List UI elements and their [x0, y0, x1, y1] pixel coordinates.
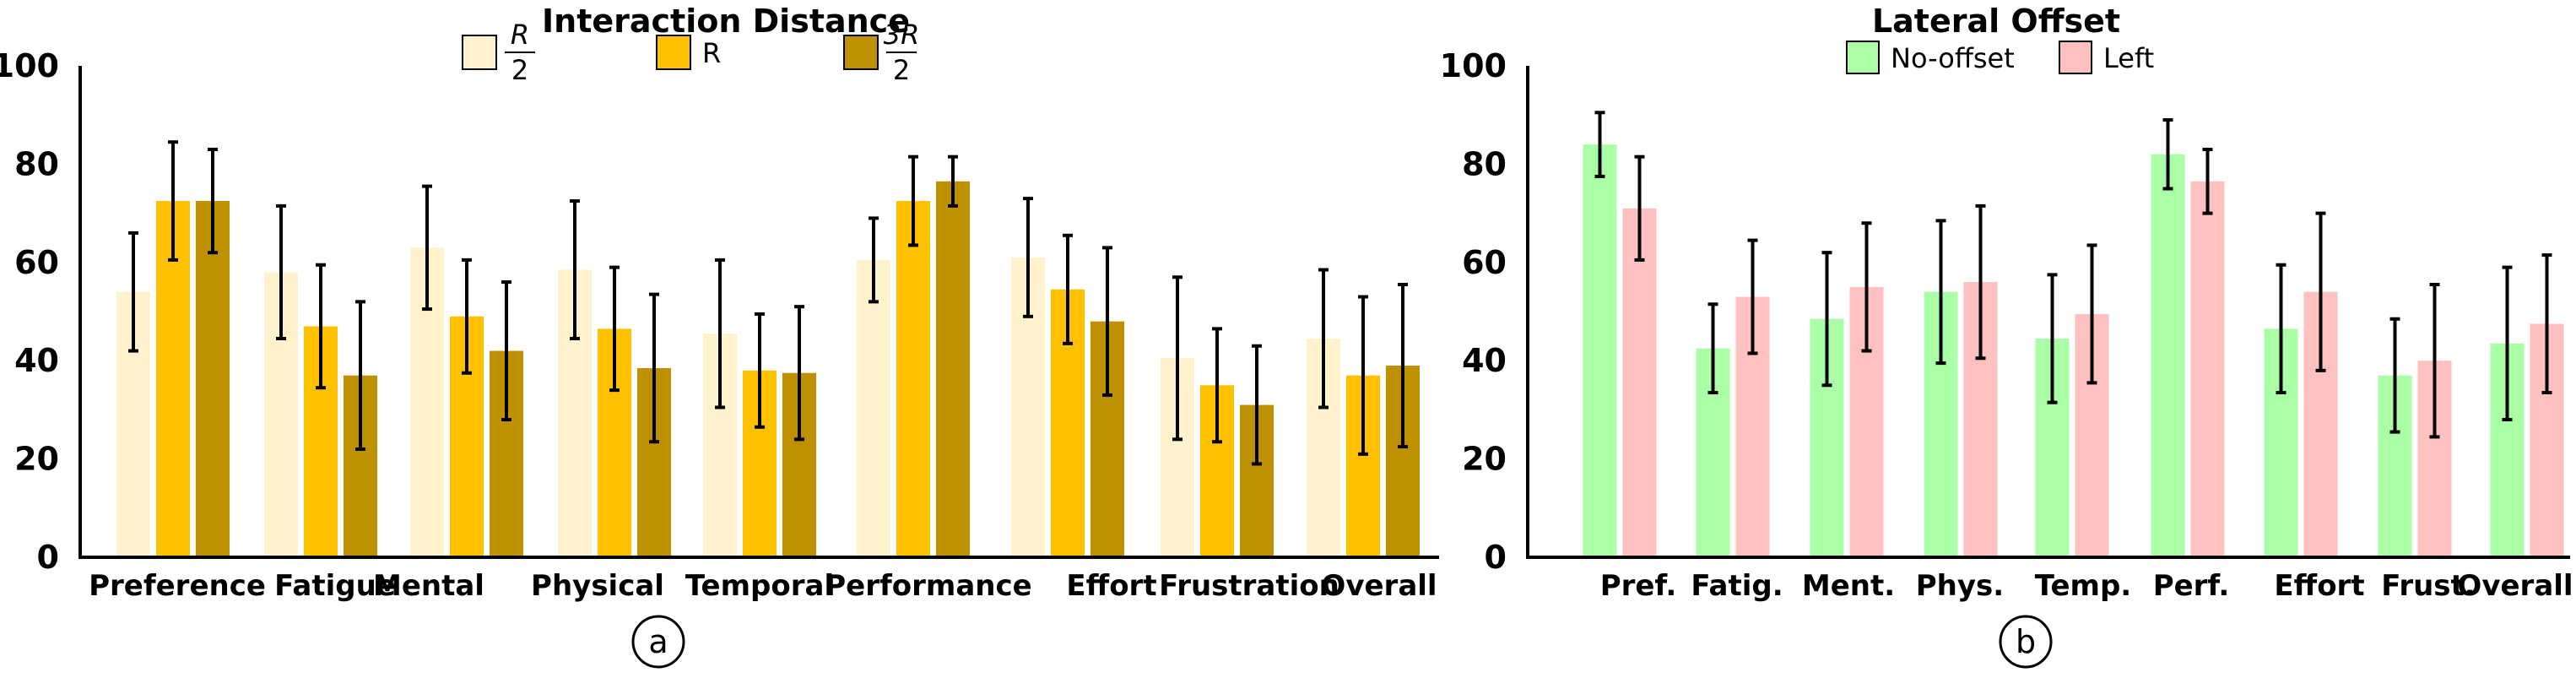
bar — [1583, 144, 1617, 557]
y-tick-label: 60 — [1462, 244, 1507, 281]
x-tick-label: Ment. — [1802, 569, 1895, 603]
x-tick-label: Fatig. — [1691, 569, 1783, 603]
legend-numerator: R — [511, 19, 529, 51]
chart-interaction-distance: Interaction Distance Preference FatigueMen… — [0, 3, 1439, 669]
x-tick-label: Mental — [373, 569, 484, 603]
legend-denominator: 2 — [893, 54, 910, 86]
x-tick-label: Phys. — [1916, 569, 2004, 603]
legend-fraction: R2 — [505, 19, 535, 86]
x-tick-label: Temporal — [685, 569, 834, 603]
bar — [2190, 181, 2225, 557]
bar — [1622, 208, 1657, 557]
legend-swatch — [1846, 41, 1880, 74]
bar — [2151, 154, 2185, 557]
legend-swatch — [843, 35, 879, 70]
y-tick-label: 40 — [14, 342, 59, 379]
x-tick-label: Frust. — [2381, 569, 2475, 603]
y-tick-label: 0 — [37, 539, 59, 576]
y-tick-label: 100 — [0, 47, 59, 84]
x-tick-label: Perf. — [2153, 569, 2230, 603]
legend-swatch — [2059, 41, 2092, 74]
x-tick-label: Physical — [531, 569, 664, 603]
legend-numerator: 3R — [884, 19, 920, 51]
y-tick-label: 20 — [1462, 441, 1507, 478]
y-tick-label: 40 — [1462, 342, 1507, 379]
x-tick-label: Frustration — [1159, 569, 1339, 603]
chart-lateral-offset: Lateral Offset Pref. Fatig. Ment. Phys. Temp.… — [1440, 3, 2573, 669]
x-tick-label: Preference — [89, 569, 266, 603]
y-tick-label: 100 — [1440, 47, 1507, 84]
y-tick-label: 60 — [14, 244, 59, 281]
panel-label-letter: b — [2016, 623, 2036, 660]
bar — [857, 259, 890, 557]
legend-label: Left — [2103, 42, 2154, 74]
y-tick-label: 80 — [1462, 145, 1507, 182]
panel-label: b — [1999, 615, 2053, 669]
panel-label-circle — [1999, 615, 2053, 669]
x-tick-label: Temp. — [2035, 569, 2131, 603]
bar — [896, 201, 930, 558]
legend-label: No-offset — [1891, 42, 2015, 74]
x-tick-label: Fatigue — [274, 569, 396, 603]
x-tick-label: Overall — [1321, 569, 1437, 603]
panel-label-circle — [631, 615, 685, 669]
y-tick-label: 0 — [1485, 539, 1507, 576]
chart-title: Lateral Offset — [1872, 3, 2120, 40]
x-tick-label: Pref. — [1600, 569, 1677, 603]
legend-label: R — [702, 37, 721, 69]
bar — [936, 181, 970, 557]
bar — [196, 201, 230, 558]
chart-title: Interaction Distance — [542, 3, 910, 40]
y-tick-label: 80 — [14, 145, 59, 182]
x-tick-label: Effort — [1066, 569, 1156, 603]
x-tick-label: Effort — [2274, 569, 2364, 603]
x-tick-label: Overall — [2457, 569, 2573, 603]
y-tick-label: 20 — [14, 441, 59, 478]
x-tick-label: Performance — [825, 569, 1031, 603]
legend-fraction: 3R2 — [884, 19, 920, 86]
legend-swatch — [656, 35, 691, 70]
legend-denominator: 2 — [511, 54, 528, 86]
legend-swatch — [462, 35, 497, 70]
panel-label-letter: a — [648, 623, 668, 660]
panel-label: a — [631, 615, 685, 669]
